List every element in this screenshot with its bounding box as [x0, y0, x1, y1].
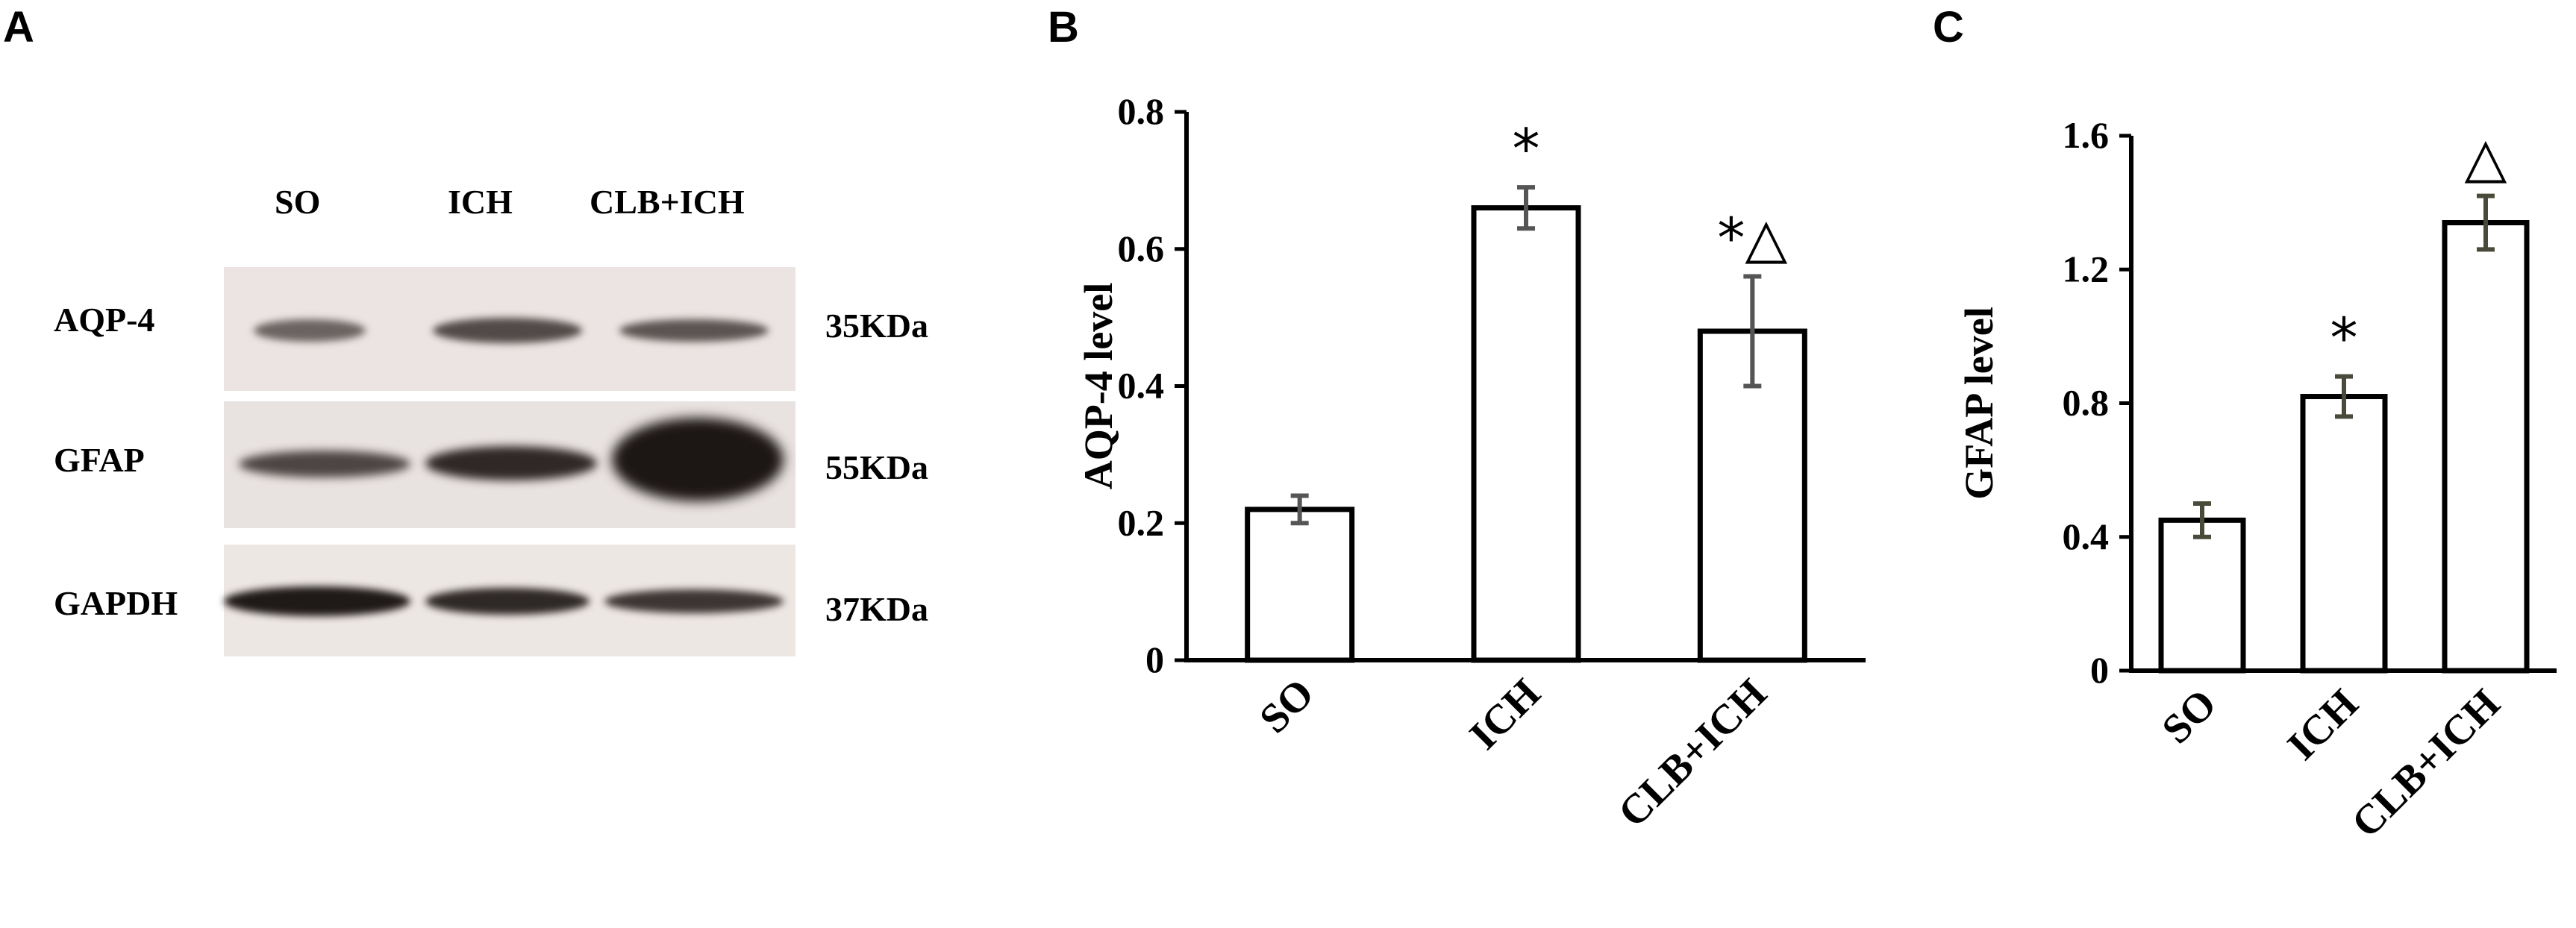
significance-marker: *△ [1717, 207, 1787, 271]
panel-letter-b: B [1048, 3, 1079, 51]
row-label-aqp4: AQP-4 [54, 301, 155, 339]
x-tick-label: SO [1251, 670, 1323, 742]
aqp4-bar-chart: 0 0.2 0.4 0.6 0.8 AQP-4 level SO * ICH *△ CLB+ICH [1076, 90, 1866, 836]
x-tick-label: CLB+ICH [1610, 670, 1776, 836]
significance-marker: △ [2465, 126, 2507, 190]
blot-strip-aqp4 [224, 267, 795, 391]
row-label-gfap: GFAP [54, 441, 145, 479]
y-tick-label: 1.2 [2063, 248, 2110, 289]
gfap-bar-chart: 0 0.4 0.8 1.2 1.6 GFAP level SO * ICH △ CLB+ICH [1957, 114, 2557, 847]
band-gfap-clb-ich [612, 418, 784, 501]
size-label-gfap: 55KDa [825, 448, 928, 486]
x-tick-label: ICH [2279, 680, 2368, 769]
y-tick-label: 0.4 [2063, 515, 2110, 557]
y-tick-label: 0.8 [2063, 382, 2110, 424]
band-aqp4-ich [433, 318, 582, 343]
bar-ich [2300, 394, 2388, 674]
band-gapdh-clb-ich [604, 589, 784, 613]
panel-letter-a: A [3, 3, 34, 51]
x-tick-label: SO [2154, 680, 2226, 753]
band-aqp4-so [254, 319, 366, 342]
western-blot-panel: SO ICH CLB+ICH AQP-4 35KDa GFAP 55KDa GA… [0, 0, 1030, 746]
significance-marker: * [2330, 307, 2358, 371]
band-aqp4-clb-ich [619, 319, 769, 342]
band-gfap-so [239, 451, 410, 477]
y-tick-label: 0.8 [1118, 90, 1165, 132]
y-axis-label: GFAP level [1957, 307, 2001, 499]
lane-label-so: SO [275, 183, 321, 221]
blot-strip-gfap [224, 401, 795, 528]
size-label-aqp4: 35KDa [825, 307, 928, 345]
y-axis-label: AQP-4 level [1076, 283, 1121, 489]
y-tick-label: 0.2 [1118, 501, 1165, 543]
size-label-gapdh: 37KDa [825, 590, 928, 628]
bar-so [1245, 507, 1355, 663]
band-gapdh-ich [425, 588, 590, 615]
x-tick-label: ICH [1461, 670, 1550, 759]
y-tick-label: 0.6 [1118, 228, 1165, 269]
y-tick-label: 0 [1145, 639, 1164, 680]
band-gapdh-so [224, 586, 410, 616]
y-tick-label: 0 [2090, 649, 2109, 691]
lane-label-clb-ich: CLB+ICH [590, 183, 745, 221]
band-gfap-ich [425, 446, 597, 480]
panel-letter-c: C [1933, 3, 1964, 51]
x-tick-label: CLB+ICH [2343, 680, 2510, 847]
bar-clb-ich [2442, 220, 2530, 674]
row-label-gapdh: GAPDH [54, 584, 178, 622]
blot-strip-gapdh [224, 545, 795, 656]
lane-label-ich: ICH [448, 183, 513, 221]
y-tick-label: 1.6 [2063, 114, 2110, 156]
y-tick-label: 0.4 [1118, 365, 1165, 407]
significance-marker: * [1513, 117, 1540, 181]
bar-so [2158, 517, 2246, 674]
bar-ich [1471, 205, 1581, 663]
